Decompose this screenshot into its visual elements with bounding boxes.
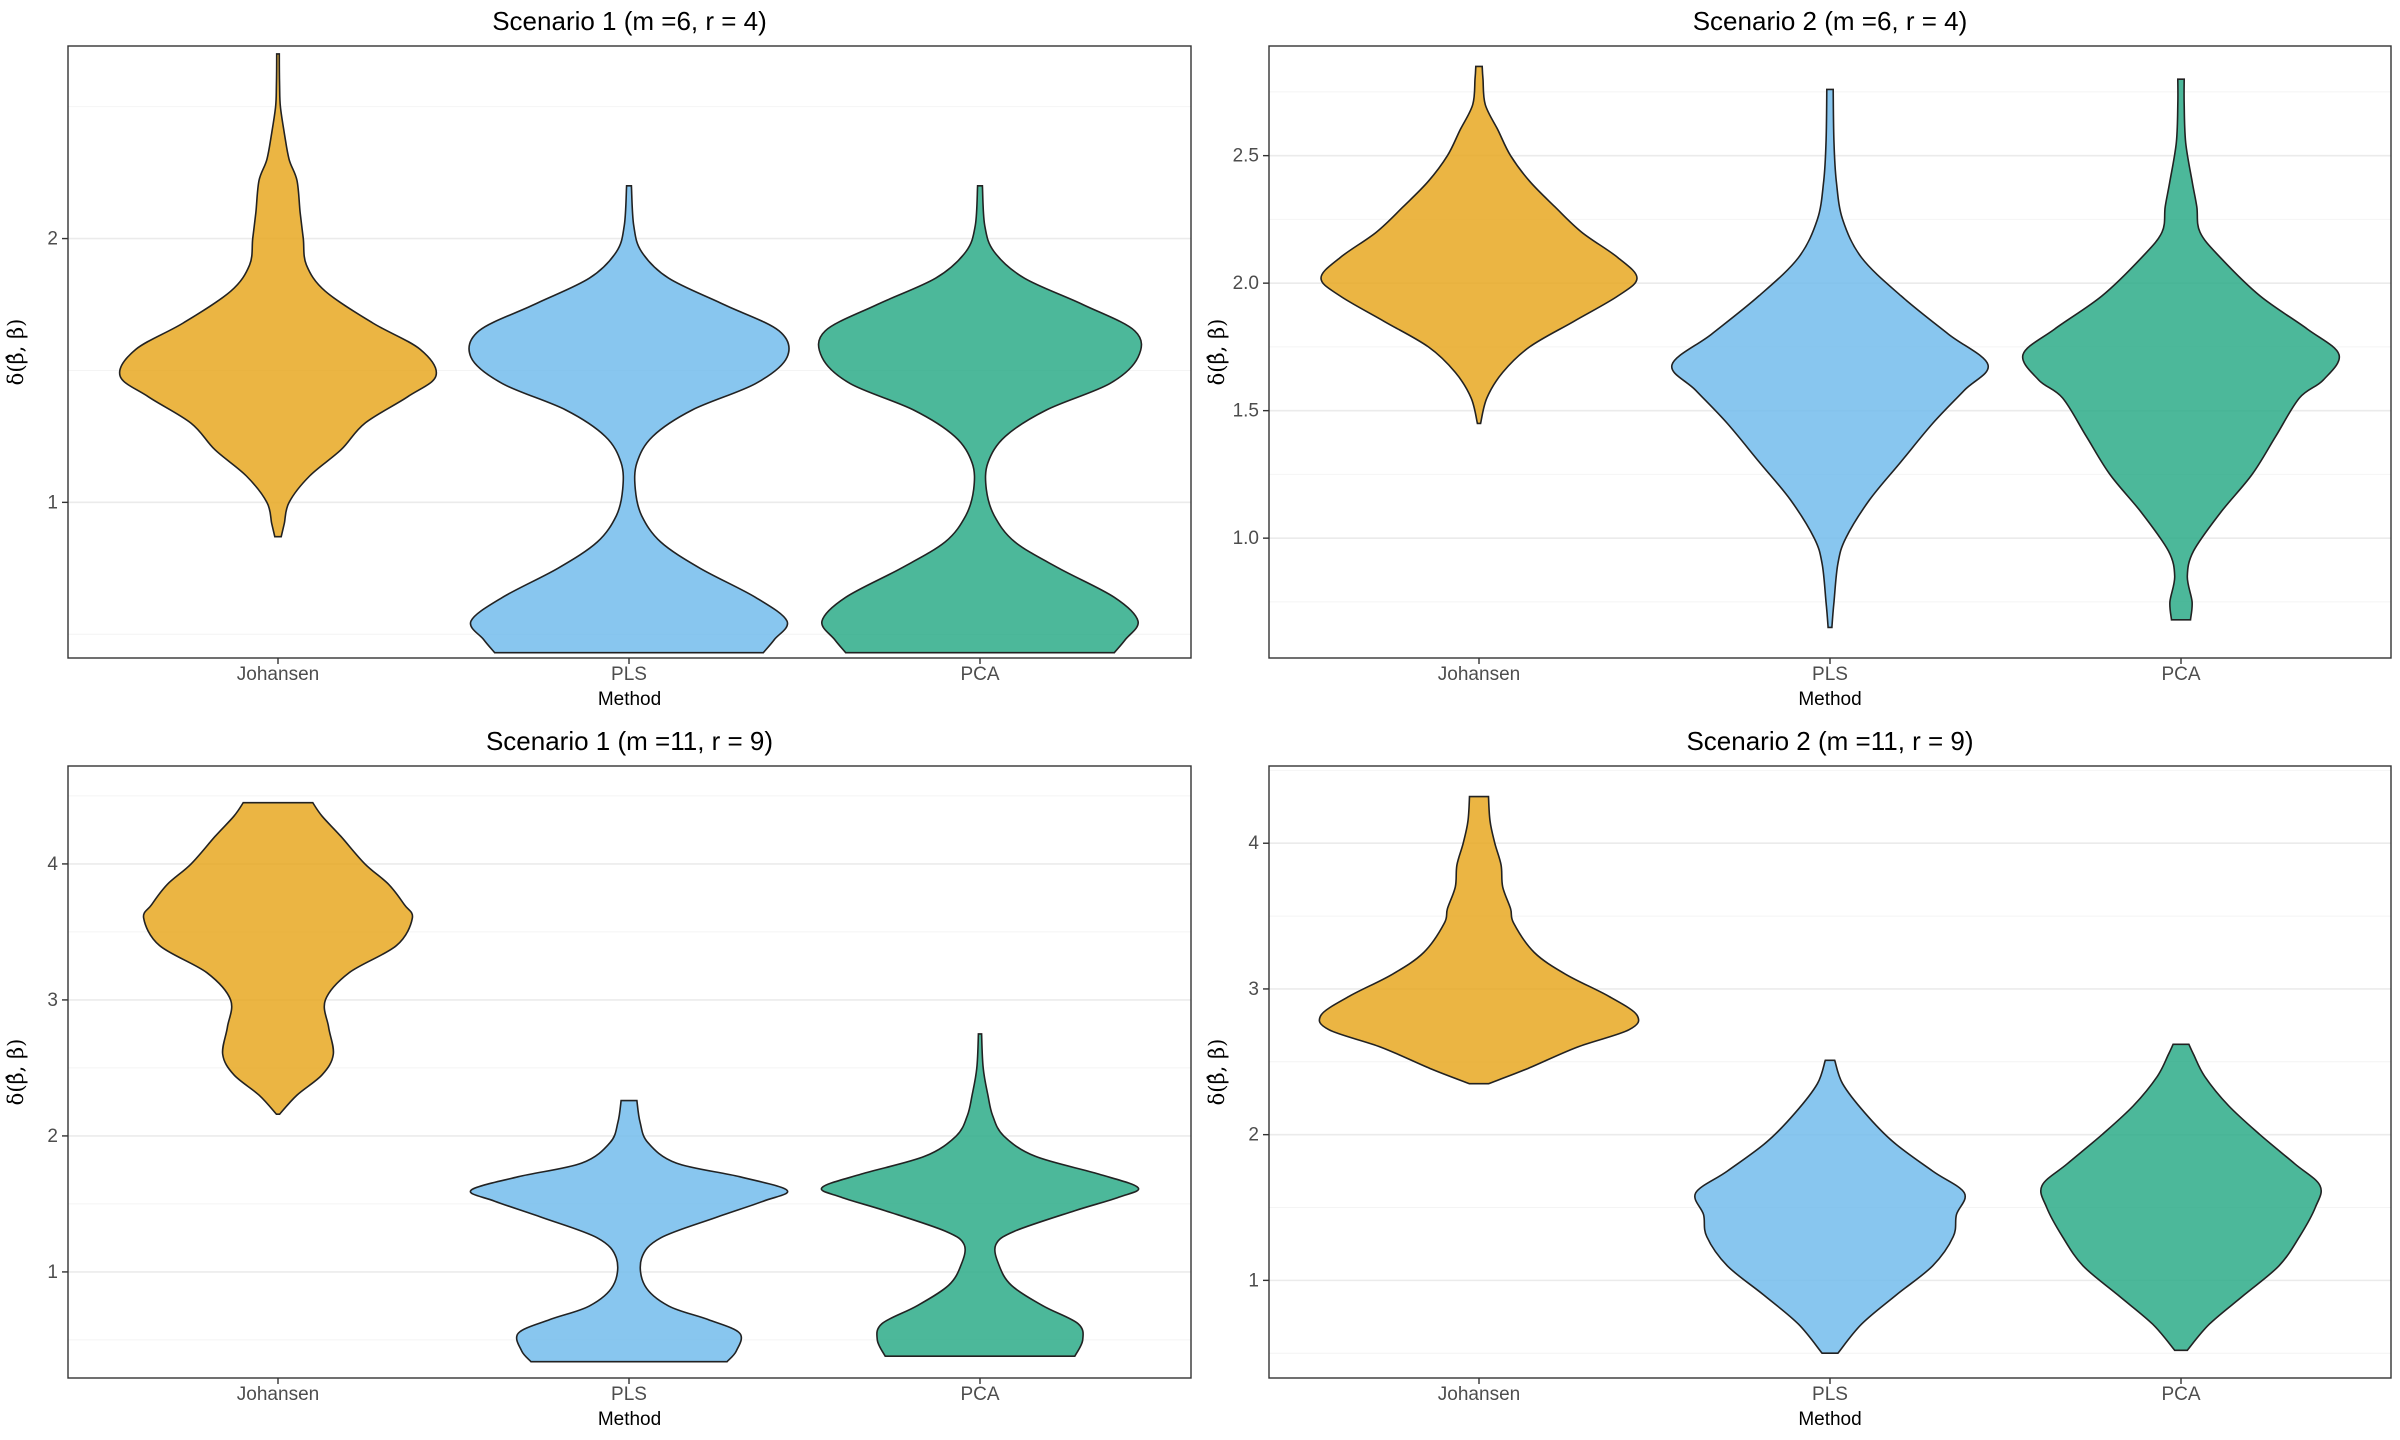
x-tick-label: PCA	[2161, 664, 2200, 685]
violin-pls	[468, 185, 790, 654]
violin-pls	[469, 1099, 789, 1363]
y-tick-label: 1	[47, 492, 58, 513]
x-tick-label: PLS	[611, 664, 647, 685]
x-axis-title: Method	[598, 1409, 661, 1430]
violin-johansen	[1318, 795, 1640, 1085]
x-tick-label: PCA	[960, 664, 999, 685]
x-tick-label: Johansen	[237, 1384, 319, 1405]
y-tick-label: 1	[1248, 1270, 1259, 1291]
y-tick-label: 4	[47, 854, 58, 875]
x-tick-label: PLS	[1812, 664, 1848, 685]
y-axis-title: δ(β̂, β)	[1205, 1039, 1229, 1106]
violin-johansen	[118, 53, 438, 538]
violin-pls	[1671, 88, 1989, 629]
x-tick-label: PLS	[1812, 1384, 1848, 1405]
y-tick-label: 1.0	[1233, 528, 1259, 549]
x-axis-title: Method	[1798, 1409, 1861, 1430]
violin-pca	[817, 185, 1143, 654]
violin-pca	[820, 1033, 1140, 1357]
panel-top-right: 1.0 1.5 2.0 2.5 Johansen PLS PCA Method δ(β̂, β)…	[1205, 6, 2392, 710]
panel-title: Scenario 2 (m =11, r = 9)	[1686, 726, 1973, 756]
y-tick-label: 2.0	[1233, 273, 1259, 294]
x-axis-title: Method	[598, 689, 661, 710]
y-axis-title: δ(β̂, β)	[4, 319, 28, 386]
panel-title: Scenario 1 (m =6, r = 4)	[492, 6, 767, 36]
x-tick-label: PCA	[960, 1384, 999, 1405]
x-tick-label: Johansen	[1438, 664, 1520, 685]
y-tick-label: 2	[1248, 1125, 1259, 1146]
panel-title: Scenario 2 (m =6, r = 4)	[1693, 6, 1968, 36]
violin-pls	[1694, 1059, 1966, 1354]
y-tick-label: 3	[1248, 979, 1259, 1000]
panel-title: Scenario 1 (m =11, r = 9)	[486, 726, 773, 756]
x-tick-label: Johansen	[1438, 1384, 1520, 1405]
y-tick-label: 1.5	[1233, 401, 1259, 422]
y-tick-label: 1	[47, 1262, 58, 1283]
panel-bottom-right: 1 2 3 4 Johansen PLS PCA Method δ(β̂, β) Scenario…	[1205, 726, 2392, 1430]
x-tick-label: PLS	[611, 1384, 647, 1405]
x-tick-label: PCA	[2161, 1384, 2200, 1405]
y-tick-label: 2	[47, 1126, 58, 1147]
violin-pca	[2021, 78, 2341, 621]
y-tick-label: 2	[47, 229, 58, 250]
y-axis-title: δ(β̂, β)	[1205, 319, 1229, 386]
y-axis-title: δ(β̂, β)	[4, 1039, 28, 1106]
y-tick-label: 2.5	[1233, 146, 1259, 167]
panel-bottom-left: 1 2 3 4 Johansen PLS PCA Method δ(β̂, β) Scenario…	[4, 726, 1192, 1430]
x-axis-title: Method	[1798, 689, 1861, 710]
violin-johansen	[1320, 65, 1638, 425]
y-tick-label: 4	[1248, 833, 1259, 854]
panel-top-left: 1 2 Johansen PLS PCA Method δ(β̂, β) Scenario 1…	[4, 6, 1192, 710]
violin-johansen	[142, 801, 414, 1115]
x-tick-label: Johansen	[237, 664, 319, 685]
y-tick-label: 3	[47, 990, 58, 1011]
violin-pca	[2039, 1043, 2323, 1352]
